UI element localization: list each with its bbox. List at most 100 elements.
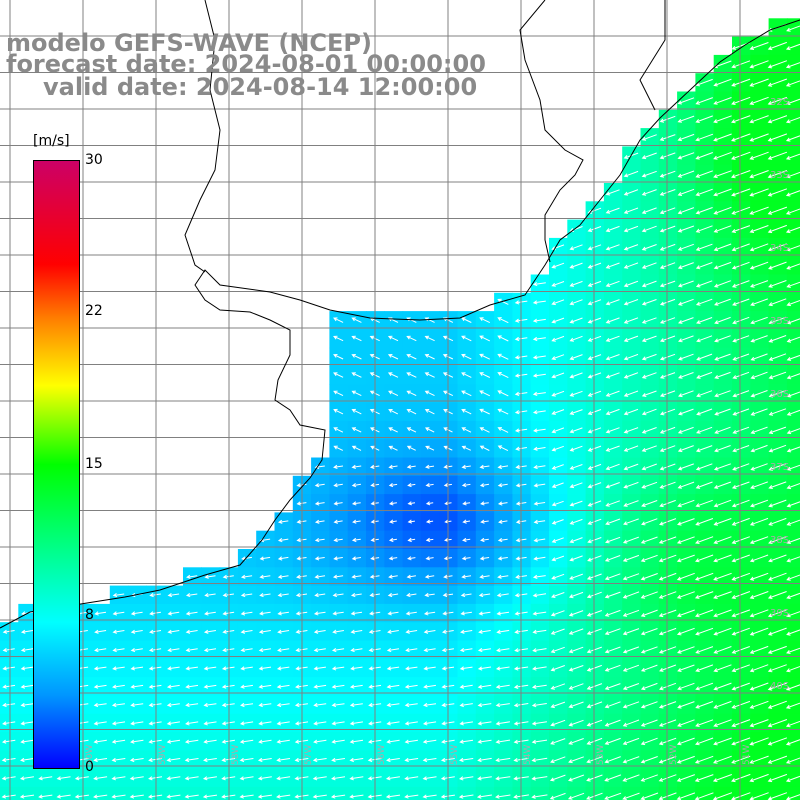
wind-arrow — [94, 648, 107, 653]
wind-arrow — [130, 739, 144, 744]
wind-arrow — [333, 390, 344, 397]
longitude-label: 55W — [450, 745, 460, 765]
wind-arrow — [714, 426, 731, 434]
wind-arrow — [623, 518, 639, 526]
wind-arrow — [714, 371, 731, 379]
wind-arrow — [731, 188, 751, 197]
wind-speed-field — [0, 18, 800, 800]
wind-arrow — [551, 372, 565, 379]
wind-arrow — [732, 390, 750, 398]
wind-arrow — [515, 538, 527, 543]
wind-arrow — [550, 683, 566, 690]
wind-arrow — [731, 96, 751, 105]
wind-arrow — [605, 445, 620, 452]
wind-arrow — [479, 408, 490, 415]
wind-arrow — [497, 483, 508, 488]
wind-arrow — [479, 390, 491, 397]
wind-arrow — [2, 666, 15, 671]
wind-arrow — [276, 794, 291, 799]
latitude-label: 35S — [770, 316, 789, 327]
wind-arrow — [459, 684, 473, 689]
wind-arrow — [204, 611, 216, 616]
wind-arrow — [551, 281, 565, 287]
wind-arrow — [695, 719, 714, 727]
wind-arrow — [387, 335, 399, 342]
wind-arrow — [659, 115, 676, 123]
wind-arrow — [731, 609, 751, 618]
wind-arrow — [422, 721, 437, 726]
wind-arrow — [405, 648, 418, 653]
wind-arrow — [19, 794, 35, 799]
wind-arrow — [750, 335, 768, 343]
wind-arrow — [513, 666, 529, 671]
wind-arrow — [623, 317, 639, 324]
wind-arrow — [767, 609, 787, 618]
wind-arrow — [405, 666, 418, 671]
wind-arrow — [750, 371, 768, 380]
wind-arrow — [767, 206, 788, 215]
colorbar-unit: [m/s] — [33, 133, 70, 149]
wind-arrow — [659, 280, 676, 288]
wind-arrow — [386, 739, 400, 744]
wind-arrow — [497, 464, 509, 470]
wind-arrow — [277, 611, 289, 616]
wind-arrow — [749, 700, 769, 709]
wind-arrow — [732, 371, 750, 379]
wind-arrow — [586, 719, 603, 727]
wind-arrow — [695, 78, 713, 87]
wind-arrow — [93, 739, 107, 744]
wind-arrow — [623, 481, 639, 489]
wind-arrow — [513, 794, 529, 799]
wind-arrow — [349, 684, 363, 689]
longitude-label: 53W — [596, 745, 606, 765]
wind-arrow — [93, 794, 108, 799]
wind-arrow — [276, 702, 290, 708]
wind-arrow — [768, 298, 787, 307]
wind-arrow — [497, 317, 509, 324]
wind-arrow — [513, 776, 529, 781]
wind-arrow — [166, 776, 181, 781]
wind-arrow — [386, 721, 400, 726]
wind-arrow — [604, 701, 621, 709]
wind-arrow — [568, 628, 584, 635]
wind-arrow — [20, 648, 34, 653]
wind-arrow — [696, 426, 713, 434]
wind-arrow — [462, 501, 471, 506]
wind-arrow — [56, 776, 71, 781]
wind-arrow — [569, 299, 583, 306]
wind-arrow — [767, 133, 788, 142]
wind-arrow — [622, 573, 640, 581]
wind-arrow — [640, 591, 658, 599]
wind-arrow — [604, 609, 621, 617]
wind-arrow — [695, 701, 714, 709]
wind-arrow — [531, 757, 548, 763]
wind-arrow — [313, 629, 326, 634]
wind-arrow — [276, 757, 291, 763]
wind-arrow — [768, 261, 787, 270]
wind-arrow — [731, 627, 750, 636]
wind-arrow — [713, 664, 732, 673]
wind-arrow — [130, 702, 144, 708]
wind-arrow — [404, 757, 419, 763]
wind-arrow — [695, 133, 714, 142]
wind-arrow — [768, 353, 787, 361]
wind-arrow — [785, 116, 800, 124]
wind-arrow — [349, 702, 363, 708]
wind-arrow — [622, 609, 640, 617]
wind-arrow — [623, 262, 639, 269]
wind-arrow — [258, 739, 272, 744]
wind-arrow — [569, 390, 583, 397]
wind-arrow — [167, 666, 180, 671]
wind-arrow — [258, 702, 272, 708]
wind-arrow — [623, 372, 639, 379]
wind-arrow — [551, 354, 565, 360]
wind-arrow — [786, 482, 800, 490]
wind-arrow — [388, 409, 399, 415]
wind-arrow — [605, 463, 620, 471]
colorbar-tick: 30 — [85, 152, 103, 168]
longitude-label: 54W — [523, 745, 533, 765]
wind-arrow — [551, 335, 565, 342]
wind-arrow — [514, 410, 528, 415]
wind-arrow — [497, 353, 509, 360]
wind-arrow — [514, 611, 528, 616]
